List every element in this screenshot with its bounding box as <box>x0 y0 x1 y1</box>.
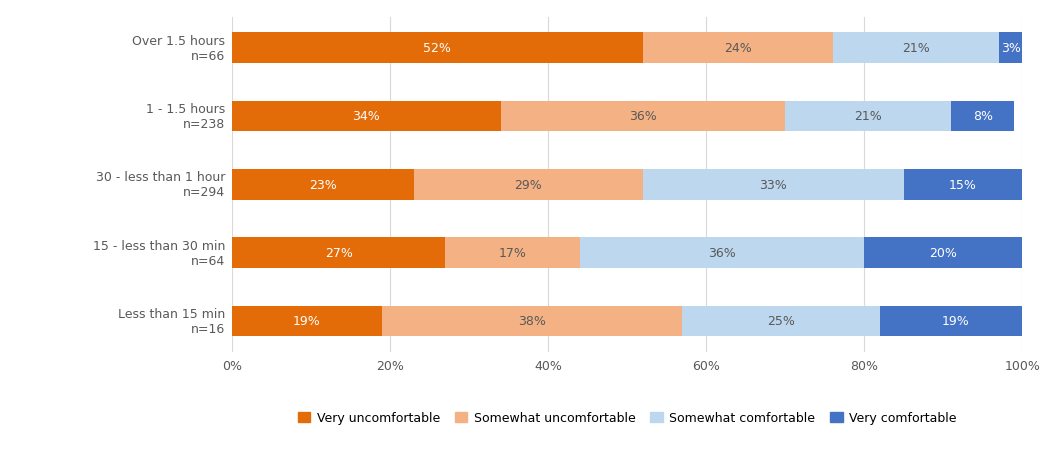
Text: 36%: 36% <box>629 110 657 123</box>
Bar <box>785 101 952 132</box>
Bar <box>999 33 1022 64</box>
Bar <box>683 306 880 336</box>
Text: 19%: 19% <box>941 315 969 328</box>
Text: 33%: 33% <box>760 179 787 191</box>
Text: 19%: 19% <box>293 315 320 328</box>
Bar <box>232 101 501 132</box>
Bar <box>833 33 999 64</box>
Bar <box>232 238 445 268</box>
Bar <box>880 306 1031 336</box>
Text: 36%: 36% <box>708 247 736 260</box>
Text: 34%: 34% <box>352 110 380 123</box>
Bar <box>501 101 785 132</box>
Bar <box>445 238 580 268</box>
Bar <box>232 306 382 336</box>
Text: 3%: 3% <box>1000 42 1020 55</box>
Text: 24%: 24% <box>724 42 752 55</box>
Bar <box>864 238 1022 268</box>
Bar <box>232 170 413 200</box>
Text: 29%: 29% <box>514 179 542 191</box>
Text: 15%: 15% <box>950 179 977 191</box>
Text: 8%: 8% <box>973 110 993 123</box>
Text: 38%: 38% <box>519 315 546 328</box>
Bar <box>580 238 864 268</box>
Text: 52%: 52% <box>424 42 451 55</box>
Text: 25%: 25% <box>767 315 795 328</box>
Text: 23%: 23% <box>309 179 336 191</box>
Bar <box>413 170 643 200</box>
Legend: Very uncomfortable, Somewhat uncomfortable, Somewhat comfortable, Very comfortab: Very uncomfortable, Somewhat uncomfortab… <box>298 411 956 424</box>
Bar <box>952 101 1014 132</box>
Bar <box>643 170 904 200</box>
Text: 21%: 21% <box>902 42 930 55</box>
Bar <box>232 33 643 64</box>
Text: 21%: 21% <box>855 110 882 123</box>
Bar <box>904 170 1022 200</box>
Bar <box>643 33 833 64</box>
Bar <box>382 306 683 336</box>
Text: 20%: 20% <box>930 247 957 260</box>
Text: 27%: 27% <box>325 247 352 260</box>
Text: 17%: 17% <box>499 247 526 260</box>
